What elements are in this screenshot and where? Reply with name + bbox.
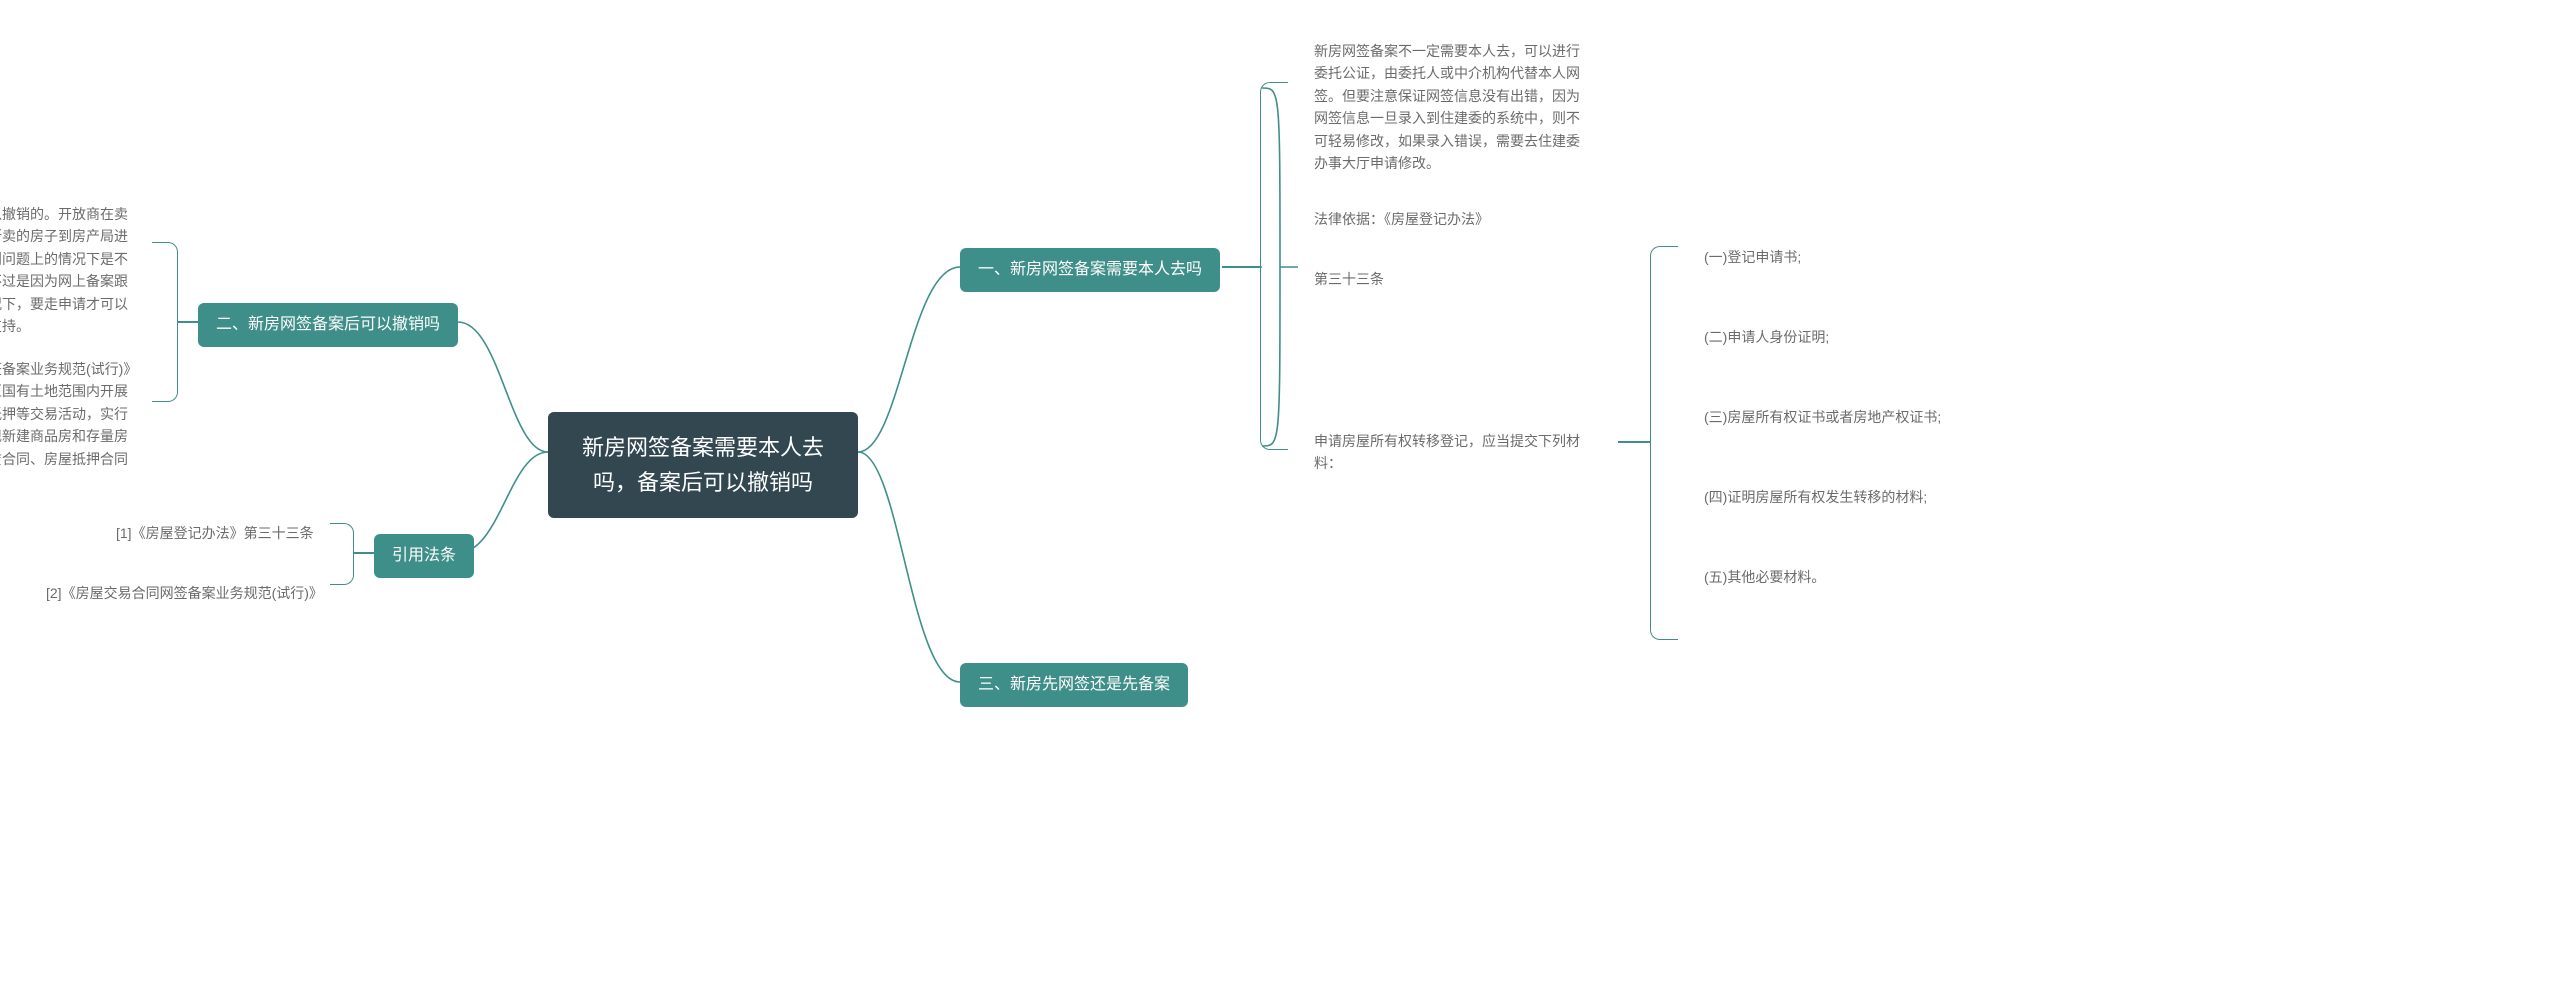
branch1-c3: 第三十三条 (1298, 258, 1400, 300)
branch2-c2: 《房屋交易合同网签备案业务规范(试行)》规定：在城市规划区国有土地范围内开展房屋… (0, 348, 150, 502)
branch-2-label: 二、新房网签备案后可以撤销吗 (216, 316, 440, 333)
c4-i5: (五)其他必要材料。 (1688, 556, 1841, 598)
branch1-c1: 新房网签备案不一定需要本人去，可以进行委托公证，由委托人或中介机构代替本人网签。… (1298, 30, 1598, 184)
branch-1-label: 一、新房网签备案需要本人去吗 (978, 261, 1202, 278)
ref-c1: [1]《房屋登记办法》第三十三条 (100, 512, 328, 554)
c4-i1: (一)登记申请书; (1688, 236, 1817, 278)
branch-2: 二、新房网签备案后可以撤销吗 (198, 303, 458, 347)
branch1-c4: 申请房屋所有权转移登记，应当提交下列材料： (1298, 420, 1620, 485)
bracket-branch1 (1260, 82, 1288, 450)
ref-c2: [2]《房屋交易合同网签备案业务规范(试行)》 (30, 572, 328, 614)
bracket-branch2 (152, 242, 178, 402)
branch-1: 一、新房网签备案需要本人去吗 (960, 248, 1220, 292)
bracket-c4-items (1650, 246, 1678, 640)
stub-ref (354, 552, 374, 554)
c4-i4: (四)证明房屋所有权发生转移的材料; (1688, 476, 1943, 518)
branch-ref-label: 引用法条 (392, 547, 456, 564)
branch1-c2: 法律依据：《房屋登记办法》 (1298, 198, 1505, 240)
root-line2: 吗，备案后可以撤销吗 (593, 470, 813, 495)
branch-ref: 引用法条 (374, 534, 474, 578)
bracket-ref (330, 523, 354, 585)
stub-branch1 (1222, 266, 1260, 268)
c4-i3: (三)房屋所有权证书或者房地产权证书; (1688, 396, 1957, 438)
stub-c4 (1618, 441, 1650, 443)
root-node: 新房网签备案需要本人去 吗，备案后可以撤销吗 (548, 412, 858, 518)
stub-branch2 (178, 321, 198, 323)
root-line1: 新房网签备案需要本人去 (582, 435, 824, 460)
branch-3: 三、新房先网签还是先备案 (960, 663, 1188, 707)
branch-3-label: 三、新房先网签还是先备案 (978, 676, 1170, 693)
branch2-c1: 新房网签备案后可以撤销的。开放商在卖房子之前会把自己所卖的房子到房产局进行备案，… (0, 193, 150, 347)
c4-i2: (二)申请人身份证明; (1688, 316, 1845, 358)
